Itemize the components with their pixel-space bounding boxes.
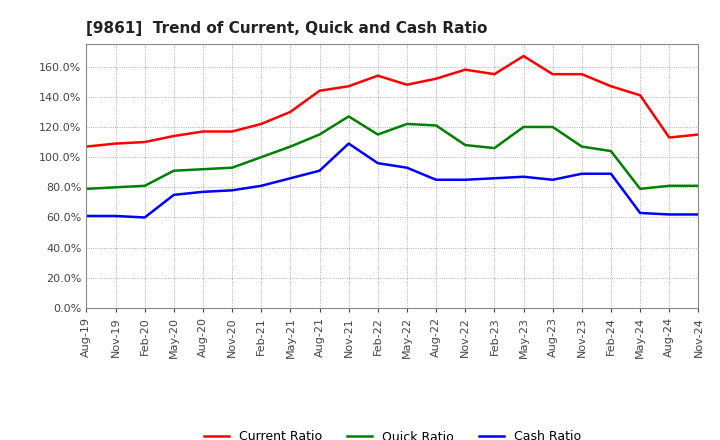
Cash Ratio xyxy=(694,212,703,217)
Cash Ratio xyxy=(577,171,586,176)
Quick Ratio xyxy=(82,186,91,191)
Cash Ratio xyxy=(257,183,266,188)
Cash Ratio xyxy=(636,210,644,216)
Current Ratio xyxy=(607,84,616,89)
Line: Current Ratio: Current Ratio xyxy=(86,56,698,147)
Cash Ratio xyxy=(549,177,557,183)
Cash Ratio xyxy=(402,165,411,170)
Cash Ratio xyxy=(140,215,149,220)
Cash Ratio xyxy=(344,141,353,146)
Current Ratio xyxy=(432,76,441,81)
Cash Ratio xyxy=(665,212,674,217)
Cash Ratio xyxy=(228,188,236,193)
Quick Ratio xyxy=(432,123,441,128)
Line: Quick Ratio: Quick Ratio xyxy=(86,117,698,189)
Current Ratio xyxy=(82,144,91,149)
Quick Ratio xyxy=(490,146,499,151)
Quick Ratio xyxy=(374,132,382,137)
Current Ratio xyxy=(286,109,294,114)
Quick Ratio xyxy=(257,154,266,160)
Current Ratio xyxy=(694,132,703,137)
Quick Ratio xyxy=(549,125,557,130)
Quick Ratio xyxy=(344,114,353,119)
Current Ratio xyxy=(199,129,207,134)
Cash Ratio xyxy=(199,189,207,194)
Current Ratio xyxy=(636,93,644,98)
Cash Ratio xyxy=(519,174,528,180)
Quick Ratio xyxy=(228,165,236,170)
Quick Ratio xyxy=(694,183,703,188)
Current Ratio xyxy=(402,82,411,88)
Cash Ratio xyxy=(286,176,294,181)
Line: Cash Ratio: Cash Ratio xyxy=(86,143,698,217)
Current Ratio xyxy=(111,141,120,146)
Current Ratio xyxy=(315,88,324,93)
Current Ratio xyxy=(169,133,178,139)
Legend: Current Ratio, Quick Ratio, Cash Ratio: Current Ratio, Quick Ratio, Cash Ratio xyxy=(199,425,586,440)
Current Ratio xyxy=(519,53,528,59)
Quick Ratio xyxy=(199,167,207,172)
Current Ratio xyxy=(257,121,266,127)
Cash Ratio xyxy=(607,171,616,176)
Current Ratio xyxy=(549,72,557,77)
Quick Ratio xyxy=(577,144,586,149)
Quick Ratio xyxy=(636,186,644,191)
Cash Ratio xyxy=(461,177,469,183)
Current Ratio xyxy=(374,73,382,78)
Quick Ratio xyxy=(169,168,178,173)
Quick Ratio xyxy=(402,121,411,127)
Quick Ratio xyxy=(111,185,120,190)
Quick Ratio xyxy=(461,143,469,148)
Cash Ratio xyxy=(169,192,178,198)
Cash Ratio xyxy=(490,176,499,181)
Cash Ratio xyxy=(432,177,441,183)
Quick Ratio xyxy=(519,125,528,130)
Current Ratio xyxy=(490,72,499,77)
Current Ratio xyxy=(577,72,586,77)
Current Ratio xyxy=(344,84,353,89)
Current Ratio xyxy=(665,135,674,140)
Text: [9861]  Trend of Current, Quick and Cash Ratio: [9861] Trend of Current, Quick and Cash … xyxy=(86,21,487,36)
Current Ratio xyxy=(140,139,149,145)
Cash Ratio xyxy=(82,213,91,219)
Current Ratio xyxy=(461,67,469,72)
Quick Ratio xyxy=(286,144,294,149)
Quick Ratio xyxy=(607,148,616,154)
Cash Ratio xyxy=(315,168,324,173)
Current Ratio xyxy=(228,129,236,134)
Quick Ratio xyxy=(140,183,149,188)
Quick Ratio xyxy=(665,183,674,188)
Quick Ratio xyxy=(315,132,324,137)
Cash Ratio xyxy=(374,161,382,166)
Cash Ratio xyxy=(111,213,120,219)
